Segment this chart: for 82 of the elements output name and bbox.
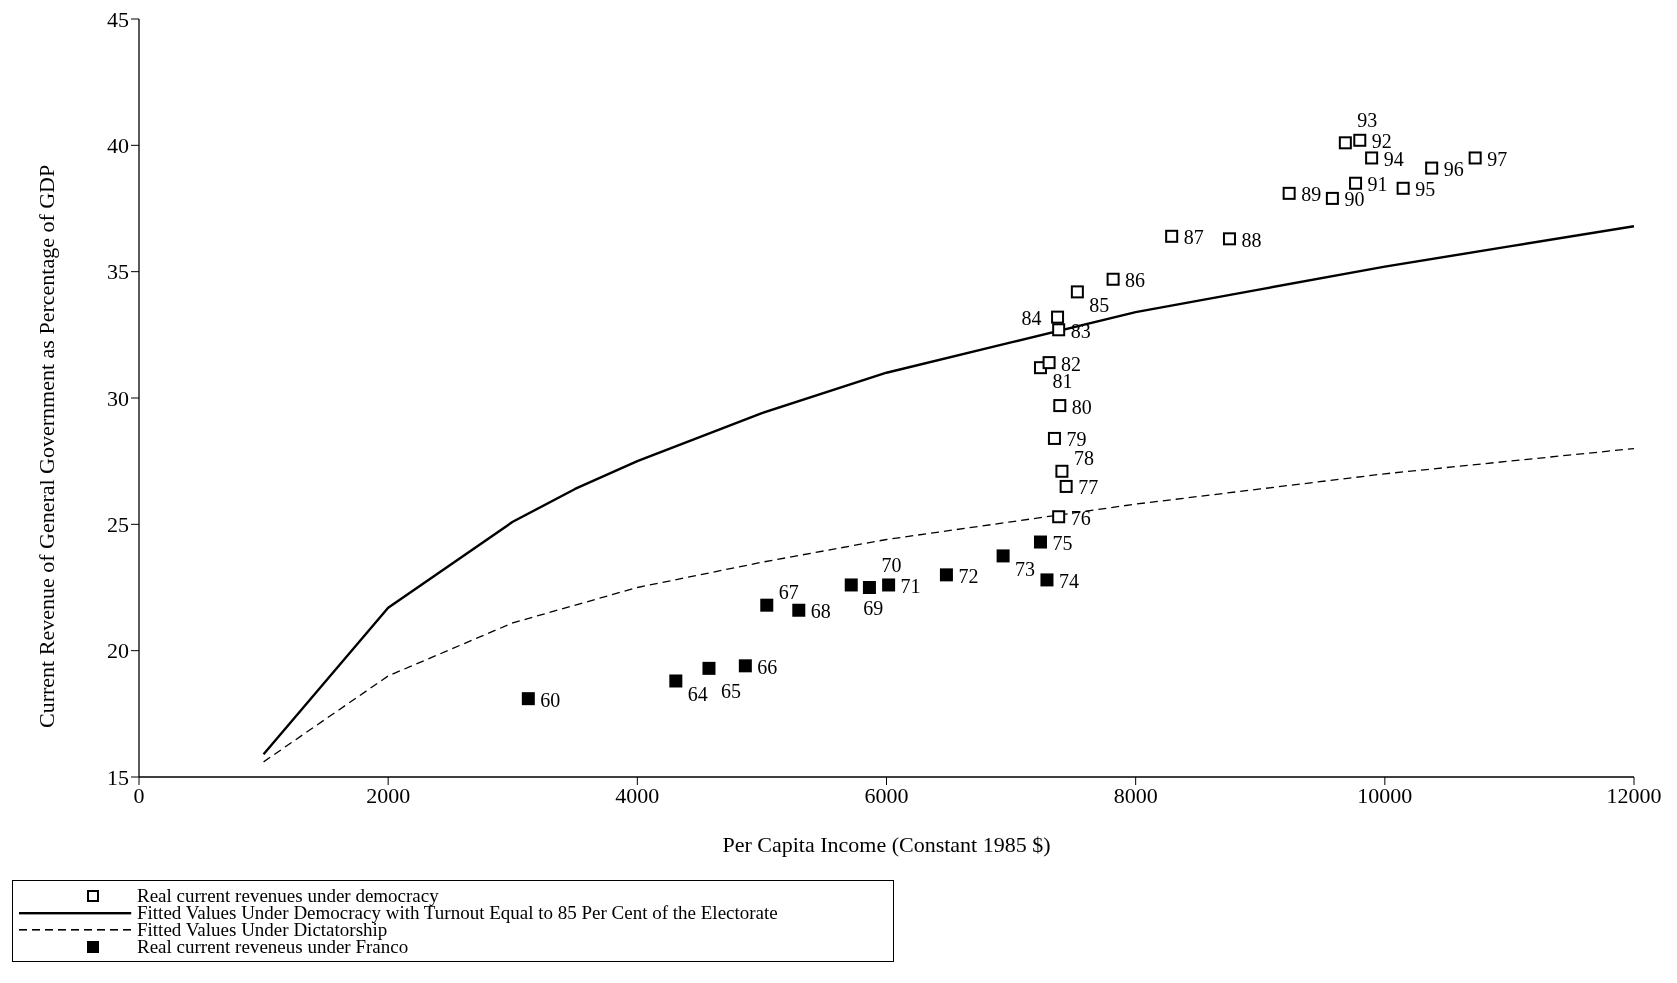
annotation: 75 [1052, 532, 1073, 555]
x-tick-label: 2000 [366, 782, 411, 808]
point [862, 581, 876, 594]
x-axis-title: Per Capita Income (Constant 1985 $) [722, 832, 1051, 857]
point [1047, 431, 1061, 445]
annotation: 91 [1367, 173, 1388, 196]
point [1165, 229, 1179, 243]
annotation: 66 [757, 655, 778, 678]
y-tick-label: 40 [107, 133, 129, 159]
annotation: 77 [1078, 476, 1099, 499]
x-tick-label: 4000 [615, 782, 660, 808]
annotation: 87 [1183, 226, 1204, 249]
annotation: 88 [1241, 228, 1262, 251]
point [792, 603, 806, 617]
annotation: 97 [1487, 147, 1508, 170]
point [996, 549, 1010, 563]
y-tick-label: 35 [107, 259, 129, 285]
point [1033, 535, 1047, 549]
point [1070, 285, 1084, 299]
annotation: 84 [1021, 307, 1042, 330]
annotation: 68 [810, 600, 831, 623]
point [1338, 136, 1352, 150]
annotation: 85 [1089, 293, 1110, 316]
x-tick-label: 8000 [1113, 782, 1158, 808]
annotation: 60 [540, 688, 561, 711]
point [1106, 272, 1120, 286]
point [1349, 176, 1363, 190]
x-tick-label: 12000 [1606, 782, 1662, 808]
annotation: 90 [1344, 188, 1365, 211]
annotation: 70 [881, 553, 902, 576]
y-tick-label: 25 [107, 512, 129, 538]
annotation: 71 [900, 574, 921, 597]
point [1052, 510, 1066, 524]
y-tick-label: 45 [107, 6, 129, 32]
point [1051, 310, 1065, 324]
point [702, 661, 716, 675]
y-tick-label: 15 [107, 764, 129, 790]
x-tick-label: 6000 [864, 782, 909, 808]
point [939, 568, 953, 582]
point [1396, 181, 1410, 195]
annotation: 73 [1015, 557, 1036, 580]
point [1042, 356, 1056, 370]
annotation: 93 [1357, 108, 1378, 131]
point [1222, 232, 1236, 246]
annotation: 67 [778, 581, 799, 604]
point [1425, 161, 1439, 175]
point [1053, 399, 1067, 413]
point [1052, 323, 1066, 337]
point [1059, 479, 1073, 493]
x-tick-label: 0 [133, 782, 145, 808]
line-series [262, 224, 1634, 756]
annotation: 65 [720, 680, 741, 703]
line-series [262, 447, 1634, 763]
annotation: 74 [1058, 569, 1079, 592]
point [882, 578, 896, 592]
point [1055, 464, 1069, 478]
annotation: 82 [1061, 352, 1082, 375]
y-axis-title: Current Revenue of General Government as Percentage of GDP [33, 164, 59, 728]
annotation: 72 [958, 564, 979, 587]
y-tick-label: 30 [107, 385, 129, 411]
y-tick-label: 20 [107, 638, 129, 664]
point [1468, 151, 1482, 165]
point [844, 578, 858, 592]
point [669, 674, 683, 688]
point [1365, 151, 1379, 165]
x-tick-label: 10000 [1357, 782, 1413, 808]
annotation: 64 [687, 682, 708, 705]
point [1282, 186, 1296, 200]
annotation: 86 [1125, 269, 1146, 292]
point [1353, 133, 1367, 147]
annotation: 69 [863, 596, 884, 619]
annotation: 80 [1071, 395, 1092, 418]
point [738, 659, 752, 673]
point [760, 598, 774, 612]
point [1325, 191, 1339, 205]
point [521, 692, 535, 706]
point [1040, 573, 1054, 587]
legend-label: Real current revenues under democracy [137, 885, 439, 906]
annotation: 95 [1415, 178, 1436, 201]
annotation: 96 [1443, 158, 1464, 181]
annotation: 76 [1070, 506, 1091, 529]
annotation: 89 [1301, 183, 1322, 206]
